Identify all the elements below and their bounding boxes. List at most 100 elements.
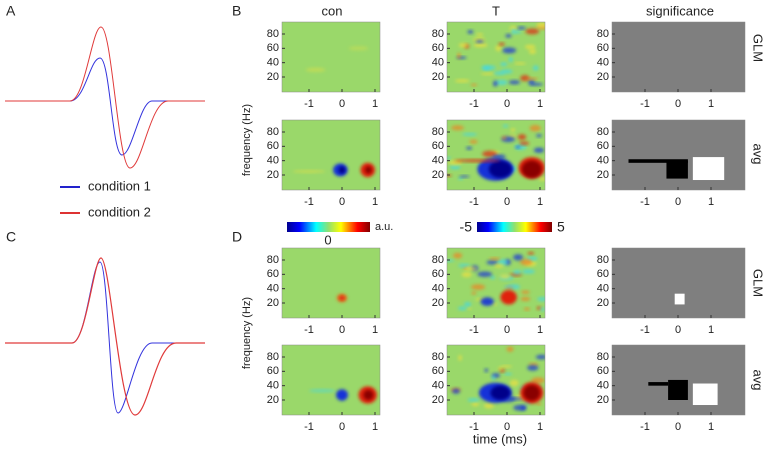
y-tick-label: 80 — [267, 351, 279, 363]
y-tick-label: 20 — [432, 169, 444, 181]
heatmap-blob — [458, 354, 462, 361]
heatmap-blob — [464, 267, 478, 271]
heatmap-blob — [309, 389, 336, 393]
column-title: T — [492, 3, 500, 18]
heatmap-blob — [467, 398, 480, 402]
heatmap-blob — [471, 402, 480, 407]
heatmap-blob — [540, 307, 545, 312]
heatmap-blob — [492, 302, 497, 306]
heatmap-blob — [363, 389, 374, 400]
row-label: GLM — [751, 34, 766, 62]
panel-frame — [446, 119, 546, 191]
x-tick-label: 0 — [504, 196, 510, 208]
heatmap-blob — [467, 29, 474, 34]
heatmap-blob — [447, 156, 451, 160]
heatmap — [447, 248, 545, 318]
heatmap-blob — [484, 368, 489, 373]
waveform — [5, 26, 205, 169]
y-tick-label: 80 — [597, 28, 609, 40]
heatmap-background — [282, 22, 380, 92]
heatmap-blob — [451, 388, 461, 394]
column-title: significance — [646, 3, 714, 18]
heatmap-blob — [494, 263, 504, 268]
heatmap-blob — [458, 42, 469, 48]
heatmap-blob — [486, 260, 499, 265]
y-tick-label: 80 — [432, 254, 444, 266]
heatmap-blob — [292, 169, 326, 173]
heatmap-blob — [471, 284, 486, 290]
heatmap-blob — [449, 164, 461, 170]
x-tick-label: 1 — [372, 196, 378, 208]
heatmap-blob — [510, 128, 516, 132]
heatmap-blob — [509, 397, 524, 401]
panel-label: C — [6, 229, 16, 245]
x-tick-label: -1 — [304, 196, 314, 208]
legend-label: condition 1 — [88, 178, 151, 193]
heatmap-blob — [336, 389, 348, 401]
x-tick-label: -1 — [640, 324, 650, 336]
heatmap-blob — [463, 301, 472, 307]
heatmap-blob — [520, 296, 531, 302]
y-tick-label: 80 — [267, 28, 279, 40]
heatmap-blob — [498, 42, 505, 46]
colorbar-tick: 5 — [557, 219, 565, 235]
y-tick-label: 60 — [432, 365, 444, 377]
heatmap-blob — [489, 257, 501, 261]
heatmap-blob — [536, 22, 545, 28]
y-tick-label: 80 — [597, 351, 609, 363]
y-tick-label: 40 — [432, 283, 444, 295]
y-tick-label: 80 — [597, 254, 609, 266]
heatmap-blob — [500, 365, 513, 368]
x-axis-label: time (ms) — [473, 431, 527, 446]
x-tick-label: -1 — [304, 421, 314, 433]
heatmap-blob — [490, 385, 511, 400]
x-tick-label: 0 — [339, 98, 345, 110]
x-tick-label: 1 — [537, 196, 543, 208]
heatmap-blob — [515, 146, 521, 149]
heatmap-blob — [532, 65, 539, 71]
x-tick-label: 0 — [339, 421, 345, 433]
heatmap-blob — [528, 82, 543, 86]
heatmap-blob — [521, 160, 542, 178]
x-tick-label: 0 — [504, 324, 510, 336]
heatmap-blob — [536, 134, 542, 138]
heatmap — [282, 22, 380, 92]
heatmap-blob — [499, 369, 506, 373]
heatmap-blob — [531, 377, 545, 384]
heatmap-blob — [512, 269, 522, 275]
panel-label: D — [232, 229, 242, 245]
colorbar-tick: -5 — [460, 219, 473, 235]
y-tick-label: 40 — [267, 155, 279, 167]
heatmap-blob — [457, 306, 467, 311]
panel-frame — [446, 21, 546, 93]
heatmap-blob — [523, 384, 540, 401]
heatmap-blob — [467, 306, 472, 310]
heatmap-blob — [537, 297, 545, 302]
x-tick-label: 1 — [708, 421, 714, 433]
y-tick-label: 20 — [267, 297, 279, 309]
heatmap — [447, 345, 545, 415]
heatmap — [447, 22, 545, 92]
y-tick-label: 40 — [267, 380, 279, 392]
row-label: GLM — [751, 269, 766, 297]
x-tick-label: 1 — [708, 98, 714, 110]
x-tick-label: 0 — [675, 98, 681, 110]
heatmap — [282, 345, 380, 415]
y-tick-label: 20 — [432, 71, 444, 83]
heatmap-blob — [509, 379, 519, 387]
x-tick-label: 1 — [372, 421, 378, 433]
y-tick-label: 20 — [267, 71, 279, 83]
waveform — [5, 57, 205, 156]
heatmap-blob — [454, 159, 501, 163]
panel-label: B — [232, 3, 241, 19]
heatmap-background — [282, 248, 380, 318]
heatmap-blob — [469, 139, 478, 144]
y-tick-label: 60 — [267, 42, 279, 54]
heatmap-background — [282, 120, 380, 190]
x-tick-label: 1 — [537, 98, 543, 110]
x-tick-label: 0 — [675, 421, 681, 433]
x-tick-label: -1 — [640, 421, 650, 433]
heatmap-blob — [480, 297, 494, 306]
x-tick-label: -1 — [469, 421, 479, 433]
